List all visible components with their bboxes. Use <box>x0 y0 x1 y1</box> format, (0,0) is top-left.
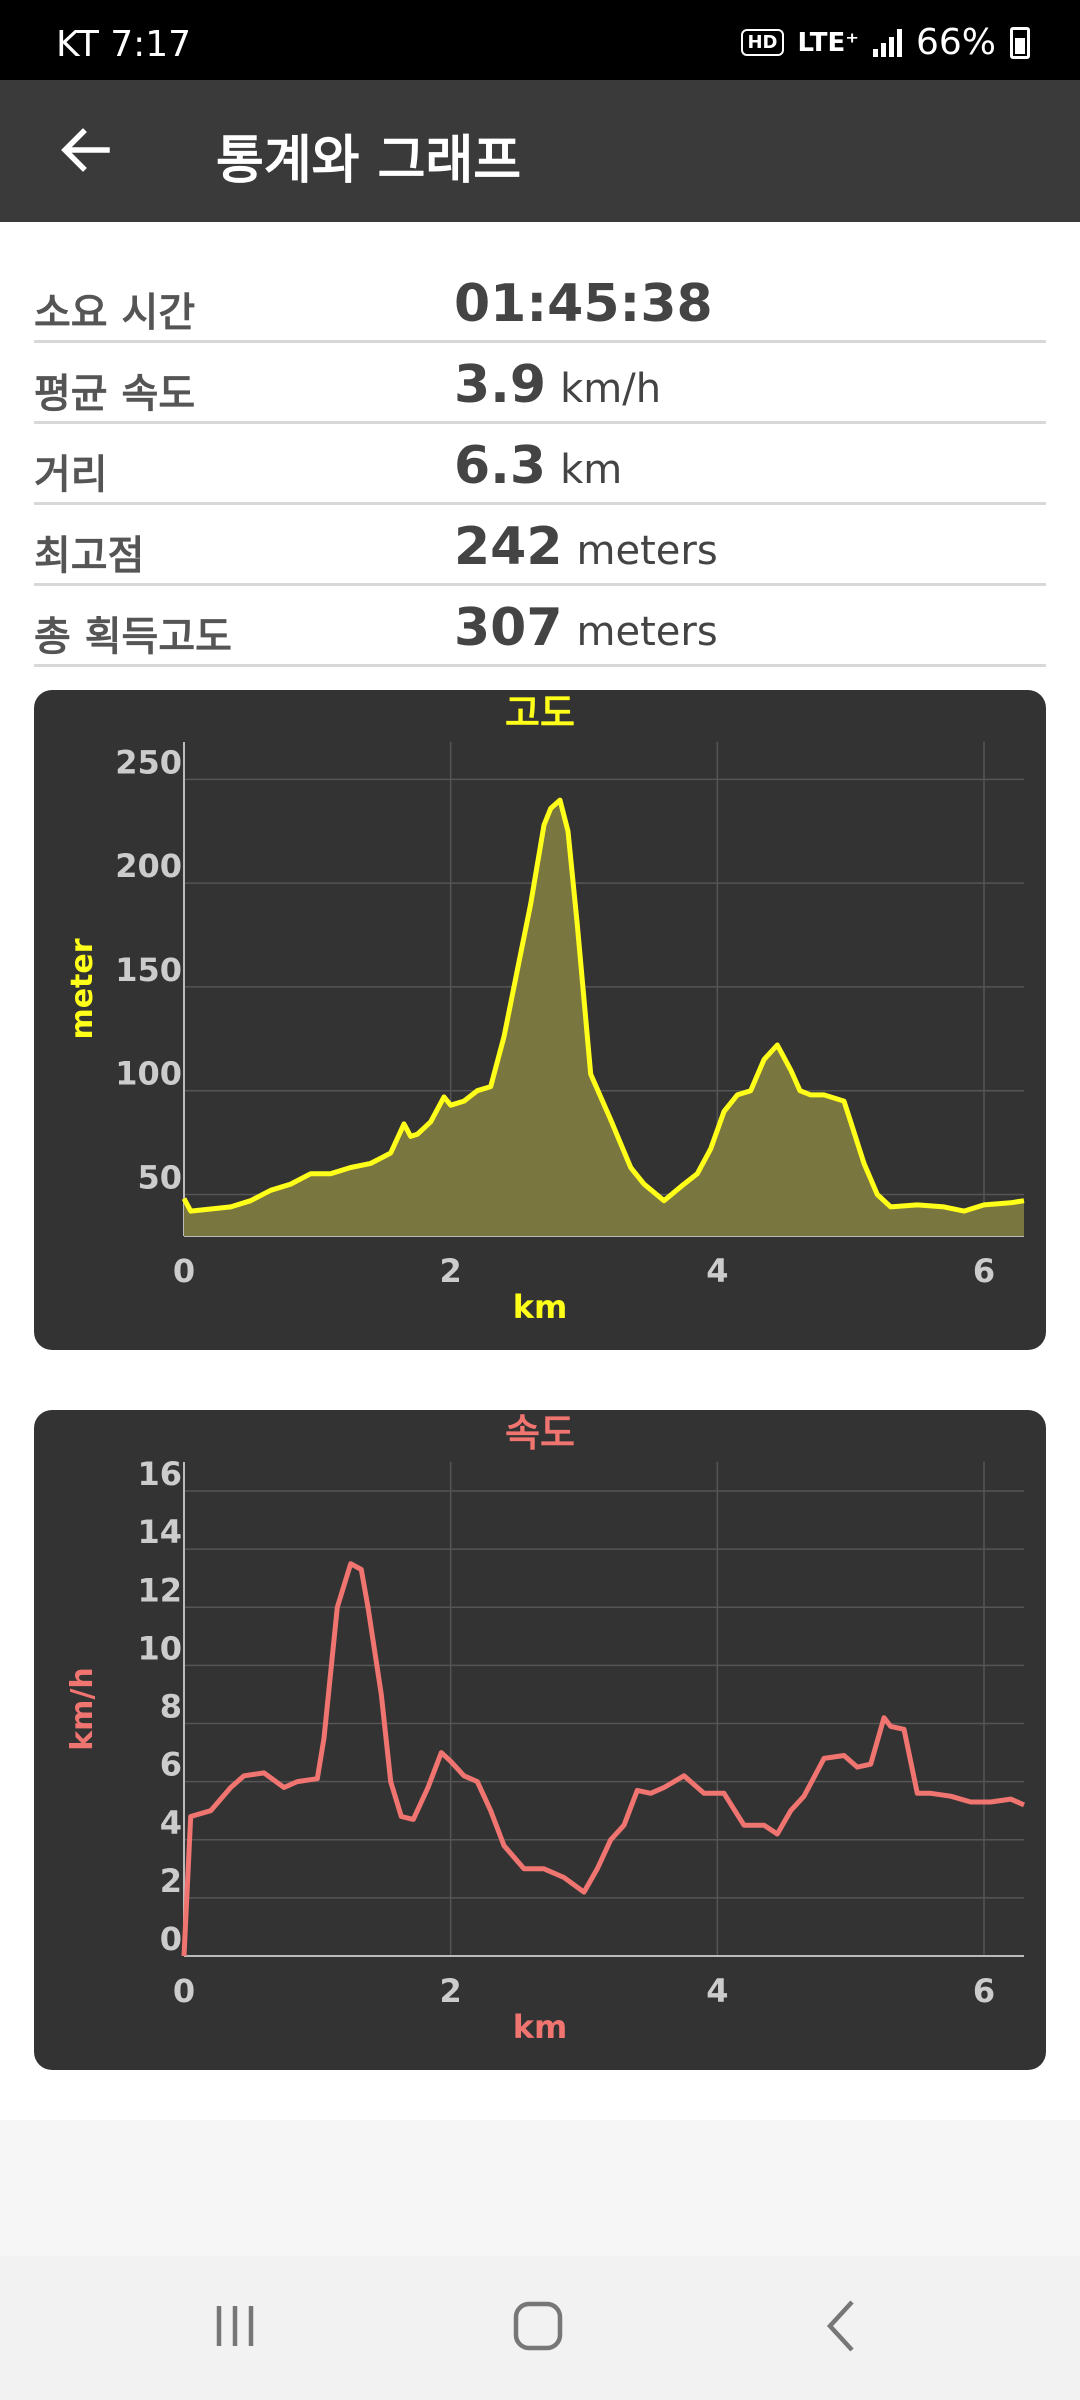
chevron-left-icon <box>826 2300 854 2352</box>
speed-chart: 0 2 4 6 8 10 12 14 16 0 2 4 6 속도 km km/h <box>34 1410 1046 2070</box>
y-tick-label: 200 <box>115 847 182 885</box>
y-tick-label: 12 <box>137 1571 182 1609</box>
x-tick-label: 6 <box>973 1972 995 2010</box>
y-tick-label: 8 <box>160 1688 182 1726</box>
stat-number: 01:45:38 <box>454 274 713 334</box>
series-area <box>184 800 1024 1236</box>
stats-table: 소요 시간 01:45:38 평균 속도 3.9 km/h 거리 6.3 km 최고점 242 me… <box>34 262 1046 667</box>
battery-icon <box>1010 26 1030 59</box>
status-bar: KT 7:17 HD LTE⁺ 66% <box>0 0 1080 80</box>
battery-level: 66% <box>915 22 996 63</box>
y-tick-label: 16 <box>137 1455 182 1493</box>
stat-row: 최고점 242 meters <box>34 505 1046 586</box>
stat-unit: km <box>560 447 623 493</box>
stat-row: 소요 시간 01:45:38 <box>34 262 1046 343</box>
content-area: 소요 시간 01:45:38 평균 속도 3.9 km/h 거리 6.3 km 최고점 242 me… <box>0 222 1080 2120</box>
stat-label: 소요 시간 <box>34 290 196 336</box>
y-tick-label: 2 <box>160 1862 182 1900</box>
y-tick-label: 10 <box>137 1629 182 1667</box>
stat-number: 6.3 <box>454 436 547 496</box>
y-tick-label: 6 <box>160 1746 182 1784</box>
stat-number: 242 <box>454 517 563 577</box>
stat-value: 3.9 km/h <box>454 355 661 415</box>
stat-row: 평균 속도 3.9 km/h <box>34 343 1046 424</box>
stat-number: 307 <box>454 598 563 658</box>
elevation-chart: 50 100 150 200 250 0 2 4 6 고도 km meter <box>34 690 1046 1350</box>
home-button[interactable] <box>458 2276 618 2376</box>
carrier-time: KT 7:17 <box>56 24 192 65</box>
y-tick-label: 50 <box>137 1158 182 1196</box>
stat-value: 6.3 km <box>454 436 622 496</box>
y-tick-label: 250 <box>115 743 182 781</box>
x-tick-label: 2 <box>440 1972 462 2010</box>
stat-label: 평균 속도 <box>34 371 196 417</box>
y-tick-label: 150 <box>115 951 182 989</box>
system-nav-bar <box>0 2256 1080 2400</box>
stat-label: 최고점 <box>34 533 145 579</box>
y-axis-label: meter <box>65 938 100 1039</box>
back-button[interactable] <box>40 110 130 190</box>
elevation-chart-svg: 50 100 150 200 250 0 2 4 6 고도 km meter <box>65 691 1025 1326</box>
recents-button[interactable] <box>155 2276 315 2376</box>
arrow-left-icon <box>61 128 110 172</box>
stat-label: 총 획득고도 <box>34 614 232 660</box>
chart-title: 속도 <box>505 1411 575 1455</box>
stat-unit: km/h <box>560 366 662 412</box>
x-tick-label: 6 <box>973 1252 995 1290</box>
x-tick-label: 0 <box>173 1252 195 1290</box>
series-line <box>181 797 1025 1214</box>
network-type: LTE⁺ <box>797 27 859 58</box>
page-title: 통계와 그래프 <box>216 131 522 191</box>
stat-label: 거리 <box>34 452 108 498</box>
y-tick-label: 100 <box>115 1055 182 1093</box>
status-icons: HD LTE⁺ 66% <box>741 22 1030 63</box>
hd-voice-icon: HD <box>741 29 784 56</box>
stat-row: 총 획득고도 307 meters <box>34 586 1046 667</box>
home-icon <box>513 2301 563 2351</box>
y-tick-label: 14 <box>137 1513 182 1551</box>
signal-icon <box>872 28 902 57</box>
x-tick-label: 0 <box>173 1972 195 2010</box>
x-tick-label: 2 <box>440 1252 462 1290</box>
stat-value: 307 meters <box>454 598 718 658</box>
recents-icon <box>216 2306 254 2346</box>
series-line <box>181 1561 1025 1957</box>
speed-chart-svg: 0 2 4 6 8 10 12 14 16 0 2 4 6 속도 km km/h <box>65 1411 1025 2046</box>
stat-unit: meters <box>576 609 718 655</box>
y-axis-label: km/h <box>65 1667 100 1751</box>
chart-title: 고도 <box>505 691 575 735</box>
stat-number: 3.9 <box>454 355 547 415</box>
y-tick-label: 4 <box>160 1804 182 1842</box>
x-tick-label: 4 <box>706 1972 728 2010</box>
stat-value: 242 meters <box>454 517 718 577</box>
nav-back-button[interactable] <box>762 2276 922 2376</box>
stat-unit: meters <box>576 528 718 574</box>
stat-value: 01:45:38 <box>454 274 713 334</box>
y-tick-label: 0 <box>160 1920 182 1958</box>
x-axis-label: km <box>513 2008 568 2046</box>
x-tick-label: 4 <box>706 1252 728 1290</box>
app-bar: 통계와 그래프 <box>0 80 1080 222</box>
stat-row: 거리 6.3 km <box>34 424 1046 505</box>
x-axis-label: km <box>513 1288 568 1326</box>
